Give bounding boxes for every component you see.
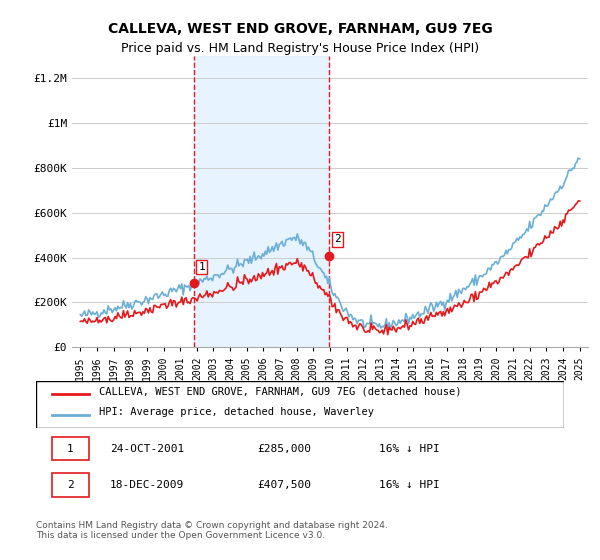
Text: 1: 1 <box>67 444 74 454</box>
Text: 16% ↓ HPI: 16% ↓ HPI <box>379 480 440 490</box>
Bar <box>194 56 329 347</box>
FancyBboxPatch shape <box>36 381 564 428</box>
Text: 18-DEC-2009: 18-DEC-2009 <box>110 480 184 490</box>
Text: £407,500: £407,500 <box>258 480 312 490</box>
Text: 2: 2 <box>334 235 341 245</box>
Text: 1: 1 <box>199 262 205 272</box>
Text: Price paid vs. HM Land Registry's House Price Index (HPI): Price paid vs. HM Land Registry's House … <box>121 42 479 55</box>
FancyBboxPatch shape <box>52 473 89 497</box>
Text: CALLEVA, WEST END GROVE, FARNHAM, GU9 7EG: CALLEVA, WEST END GROVE, FARNHAM, GU9 7E… <box>107 22 493 36</box>
Text: 24-OCT-2001: 24-OCT-2001 <box>110 444 184 454</box>
Text: CALLEVA, WEST END GROVE, FARNHAM, GU9 7EG (detached house): CALLEVA, WEST END GROVE, FARNHAM, GU9 7E… <box>100 386 462 396</box>
Text: 2: 2 <box>67 480 74 490</box>
Text: HPI: Average price, detached house, Waverley: HPI: Average price, detached house, Wave… <box>100 407 374 417</box>
FancyBboxPatch shape <box>52 437 89 460</box>
Text: 16% ↓ HPI: 16% ↓ HPI <box>379 444 440 454</box>
Text: £285,000: £285,000 <box>258 444 312 454</box>
Text: Contains HM Land Registry data © Crown copyright and database right 2024.
This d: Contains HM Land Registry data © Crown c… <box>36 521 388 540</box>
